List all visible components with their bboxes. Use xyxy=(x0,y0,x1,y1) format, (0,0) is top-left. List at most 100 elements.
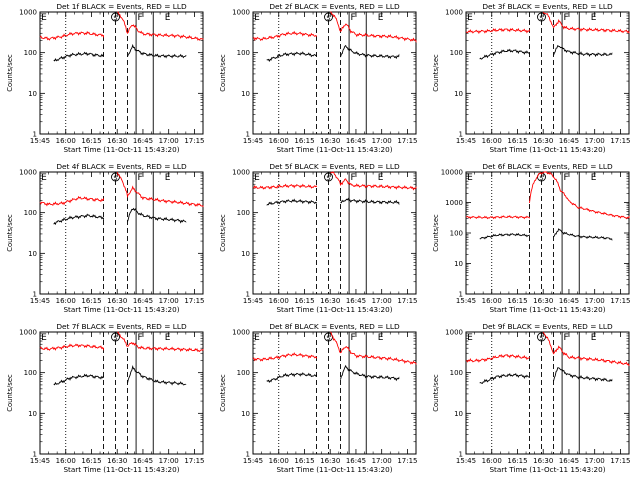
marker-circle xyxy=(324,12,333,22)
chart-title: Det 4f BLACK = Events, RED = LLD xyxy=(56,162,187,171)
x-tick-label: 17:00 xyxy=(372,137,392,145)
y-axis-label: Counts/sec xyxy=(432,374,440,412)
marker-label: S xyxy=(113,334,117,342)
marker-label: F xyxy=(563,13,568,23)
chart-title: Det 9f BLACK = Events, RED = LLD xyxy=(482,322,613,331)
y-tick-label: 100 xyxy=(24,369,37,377)
x-tick-label: 16:45 xyxy=(133,137,153,145)
x-tick-label: 16:30 xyxy=(107,457,127,465)
marker-label: E xyxy=(467,333,473,343)
marker-label: S xyxy=(539,174,543,182)
marker-circle xyxy=(537,332,546,342)
x-tick-label: 16:00 xyxy=(269,137,289,145)
marker-label: E xyxy=(41,333,47,343)
x-tick-label: 17:15 xyxy=(610,457,630,465)
lld-series-line xyxy=(542,11,630,34)
marker-label: F xyxy=(563,333,568,343)
lld-series-line xyxy=(252,352,317,362)
y-tick-label: 100 xyxy=(237,49,250,57)
plot-frame xyxy=(252,171,417,295)
x-tick-label: 17:00 xyxy=(159,297,179,305)
panel-chart: Det 1f BLACK = Events, RED = LLD 1 10 100 10… xyxy=(6,2,205,154)
x-tick-label: 16:15 xyxy=(507,137,527,145)
marker-label: S xyxy=(326,174,330,182)
lld-series-line xyxy=(529,171,630,220)
y-axis-label: Counts/sec xyxy=(219,214,227,252)
x-tick-label: 16:15 xyxy=(507,457,527,465)
x-tick-label: 16:00 xyxy=(269,457,289,465)
y-tick-label: 1 xyxy=(246,451,250,459)
events-series-line xyxy=(553,367,613,382)
x-tick-label: 16:00 xyxy=(482,457,502,465)
x-axis-label: Start Time (11-Oct-11 15:43:20) xyxy=(490,145,606,154)
y-tick-label: 10 xyxy=(454,90,463,98)
x-tick-label: 16:30 xyxy=(107,137,127,145)
y-tick-label: 10000 xyxy=(441,169,463,177)
y-tick-label: 100 xyxy=(450,49,463,57)
x-tick-label: 17:00 xyxy=(372,297,392,305)
x-tick-label: 17:15 xyxy=(184,457,204,465)
y-tick-label: 10 xyxy=(454,410,463,418)
marker-label: E xyxy=(378,173,384,183)
y-tick-label: 10 xyxy=(28,250,37,258)
y-tick-label: 1000 xyxy=(232,329,250,337)
lld-series-line xyxy=(252,183,317,190)
x-axis-label: Start Time (11-Oct-11 15:43:20) xyxy=(490,465,606,474)
x-tick-label: 16:45 xyxy=(559,457,579,465)
y-tick-label: 1000 xyxy=(445,199,463,207)
panel-chart: Det 7f BLACK = Events, RED = LLD 1 10 100 10… xyxy=(6,322,205,474)
events-series-line xyxy=(53,51,104,62)
x-tick-label: 17:00 xyxy=(585,457,605,465)
events-series-line xyxy=(53,213,104,226)
x-tick-label: 16:15 xyxy=(507,297,527,305)
x-tick-label: 17:00 xyxy=(372,457,392,465)
x-tick-label: 16:15 xyxy=(81,297,101,305)
lld-series-line xyxy=(117,331,204,353)
x-tick-label: 16:45 xyxy=(133,457,153,465)
x-tick-label: 15:45 xyxy=(30,137,50,145)
marker-label: E xyxy=(591,333,597,343)
y-tick-label: 1 xyxy=(33,451,37,459)
marker-label: S xyxy=(326,14,330,22)
y-tick-label: 1000 xyxy=(232,169,250,177)
plot-frame xyxy=(39,11,204,135)
marker-label: F xyxy=(350,333,355,343)
y-tick-label: 1 xyxy=(459,291,463,299)
events-series-line xyxy=(53,373,104,386)
x-tick-label: 15:45 xyxy=(456,137,476,145)
lld-series-line xyxy=(252,30,317,42)
x-tick-label: 16:15 xyxy=(81,137,101,145)
plot-frame xyxy=(39,331,204,455)
marker-label: S xyxy=(113,14,117,22)
chart-title: Det 2f BLACK = Events, RED = LLD xyxy=(269,2,400,11)
marker-label: E xyxy=(41,13,47,23)
x-tick-label: 17:15 xyxy=(184,137,204,145)
y-tick-label: 100 xyxy=(237,369,250,377)
y-tick-label: 10 xyxy=(454,260,463,268)
events-series-line xyxy=(266,51,317,62)
events-series-line xyxy=(553,44,613,58)
detector-panel: Det 8f BLACK = Events, RED = LLD 1 10 100 10… xyxy=(213,320,426,480)
detector-panel: Det 3f BLACK = Events, RED = LLD 1 10 100 10… xyxy=(426,0,639,160)
chart-title: Det 8f BLACK = Events, RED = LLD xyxy=(269,322,400,331)
panel-chart: Det 2f BLACK = Events, RED = LLD 1 10 100 10… xyxy=(219,2,418,154)
lld-series-line xyxy=(465,353,530,363)
y-axis-label: Counts/sec xyxy=(6,54,14,92)
marker-label: E xyxy=(254,333,260,343)
y-tick-label: 10 xyxy=(241,410,250,418)
y-axis-label: Counts/sec xyxy=(432,214,440,252)
x-tick-label: 16:15 xyxy=(81,457,101,465)
x-tick-label: 16:45 xyxy=(346,297,366,305)
lld-series-line xyxy=(330,331,417,366)
detector-panel: Det 2f BLACK = Events, RED = LLD 1 10 100 10… xyxy=(213,0,426,160)
lld-series-line xyxy=(330,11,417,44)
chart-title: Det 5f BLACK = Events, RED = LLD xyxy=(269,162,400,171)
detector-panel: Det 5f BLACK = Events, RED = LLD 1 10 100 10… xyxy=(213,160,426,320)
x-tick-label: 17:15 xyxy=(184,297,204,305)
y-axis-label: Counts/sec xyxy=(219,54,227,92)
detector-panel: Det 6f BLACK = Events, RED = LLD 1 10 100 10… xyxy=(426,160,639,320)
marker-label: E xyxy=(254,173,260,183)
x-tick-label: 16:30 xyxy=(320,137,340,145)
lld-series-line xyxy=(39,30,104,41)
plot-frame xyxy=(465,171,630,295)
